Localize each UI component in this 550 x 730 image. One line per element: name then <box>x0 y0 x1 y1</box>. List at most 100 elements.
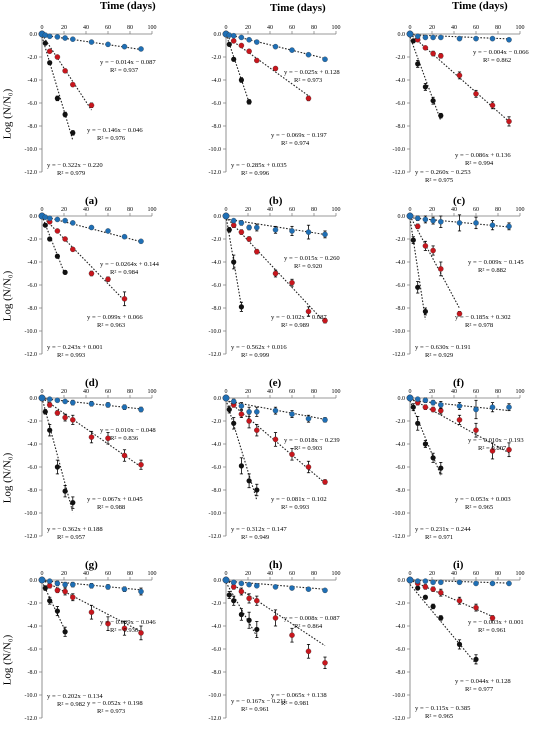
panel-label: (h) <box>269 559 283 571</box>
x-tick-label: 40 <box>451 207 457 213</box>
data-point-blue <box>105 41 111 48</box>
time-axis-title-col1: Time (days) <box>100 0 156 12</box>
data-point-blue <box>473 406 479 413</box>
y-tick-label: -12.0 <box>25 352 38 358</box>
data-point-blue <box>305 415 312 422</box>
y-tick-label: -8.0 <box>212 488 222 494</box>
data-point-red <box>70 417 76 423</box>
data-point-red <box>289 279 295 286</box>
x-tick-label: 20 <box>61 25 67 31</box>
data-point-red <box>54 410 61 416</box>
data-point-red <box>456 310 463 317</box>
data-point-black <box>54 608 61 614</box>
y-tick-label: 0.0 <box>398 214 406 220</box>
data-point-blue <box>230 579 237 586</box>
trend-line-black <box>41 581 66 631</box>
y-tick-label: -4.0 <box>28 78 38 84</box>
x-tick-label: 60 <box>473 571 479 577</box>
data-point-blue <box>430 34 436 41</box>
data-point-red <box>272 436 279 443</box>
data-point-black <box>473 656 479 662</box>
data-point-blue <box>254 583 260 589</box>
data-point-red <box>246 595 252 602</box>
data-point-red <box>422 404 429 410</box>
panel-l: 0 20 40 60 80 100 0.0 -2.0 -4.0 -6.0 -8.0 -10.0 -12.… <box>393 571 525 722</box>
panel-label: (f) <box>453 377 464 389</box>
r-squared-label-red: R² = 0.989 <box>281 322 310 329</box>
data-point-blue <box>222 576 230 584</box>
trend-line-black <box>41 36 74 141</box>
data-point-blue <box>230 398 237 405</box>
trend-line-red <box>225 35 309 97</box>
data-point-red <box>430 586 436 592</box>
panel-g: 0 20 40 60 80 100 0.0 -2.0 -4.0 -6.0 -8.0 -10.0 -12.… <box>25 389 157 571</box>
data-point-red <box>70 246 76 253</box>
trend-line-black <box>409 218 426 320</box>
x-tick-label: 100 <box>148 25 157 31</box>
panel-c: 0 20 40 60 80 100 0.0 -2.0 -4.0 -6.0 -8.0 -10.0 -12.… <box>393 25 530 207</box>
y-tick-label: -8.0 <box>396 488 406 494</box>
data-point-red <box>489 615 496 621</box>
equation-label-black: y = − 0.630x − 0.191 <box>415 344 471 351</box>
r-squared-label-blue: R² = 0.903 <box>294 445 323 452</box>
x-tick-label: 0 <box>41 207 44 213</box>
data-point-black <box>231 598 237 604</box>
time-axis-title-col2: Time (days) <box>270 2 326 14</box>
x-tick-label: 60 <box>105 25 111 31</box>
y-tick-label: -2.0 <box>212 237 222 243</box>
data-point-red <box>430 247 436 254</box>
data-point-blue <box>62 35 68 41</box>
data-point-red <box>430 406 436 413</box>
data-point-blue <box>246 224 252 231</box>
data-point-blue <box>46 578 53 584</box>
data-point-blue <box>489 580 496 587</box>
data-point-blue <box>438 34 444 41</box>
r-squared-label-red: R² = 0.977 <box>465 686 494 693</box>
data-point-blue <box>105 402 111 408</box>
y-tick-label: -6.0 <box>396 465 406 471</box>
x-tick-label: 40 <box>451 571 457 577</box>
x-tick-label: 100 <box>332 571 341 577</box>
data-point-black <box>54 95 61 101</box>
data-point-red <box>88 102 95 109</box>
y-tick-label: -12.0 <box>209 716 222 722</box>
data-point-black <box>226 406 232 413</box>
y-tick-label: -6.0 <box>28 101 38 107</box>
equation-label-black: y = − 0.285x + 0.035 <box>231 162 287 169</box>
data-point-red <box>438 266 444 272</box>
r-squared-label-black: R² = 0.979 <box>57 170 86 177</box>
panel-label: (g) <box>85 559 98 571</box>
y-tick-label: -12.0 <box>209 170 222 176</box>
y-tick-label: -6.0 <box>212 283 222 289</box>
data-point-blue <box>322 587 328 594</box>
data-point-blue <box>70 220 76 226</box>
equation-label-red: y = − 0.067x + 0.045 <box>87 496 143 503</box>
x-tick-label: 100 <box>516 389 525 395</box>
data-point-blue <box>222 394 230 402</box>
data-point-red <box>54 228 61 234</box>
panel-label: (c) <box>453 195 466 207</box>
y-tick-label: -6.0 <box>396 101 406 107</box>
y-tick-label: -10.0 <box>209 147 222 153</box>
data-point-black <box>62 269 68 275</box>
data-point-black <box>254 626 260 633</box>
data-point-red <box>322 660 328 666</box>
data-point-red <box>305 648 312 655</box>
y-tick-label: -4.0 <box>212 260 222 266</box>
y-tick-label: -8.0 <box>396 124 406 130</box>
x-tick-label: 0 <box>41 571 44 577</box>
panel-d: 0 20 40 60 80 100 0.0 -2.0 -4.0 -6.0 -8.0 -10.0 -12.… <box>25 207 160 389</box>
x-tick-label: 40 <box>267 571 273 577</box>
x-tick-label: 40 <box>267 389 273 395</box>
data-point-blue <box>222 212 230 220</box>
data-point-blue <box>456 35 463 42</box>
y-tick-label: -4.0 <box>212 78 222 84</box>
x-tick-label: 80 <box>311 389 317 395</box>
data-point-blue <box>46 33 53 40</box>
r-squared-label-blue: R² = 0.984 <box>110 269 139 276</box>
data-point-red <box>489 102 496 109</box>
equation-label-blue: y = − 0.004x − 0.066 <box>473 49 529 56</box>
x-tick-label: 100 <box>516 571 525 577</box>
x-tick-label: 40 <box>83 207 89 213</box>
data-point-black <box>238 77 244 83</box>
